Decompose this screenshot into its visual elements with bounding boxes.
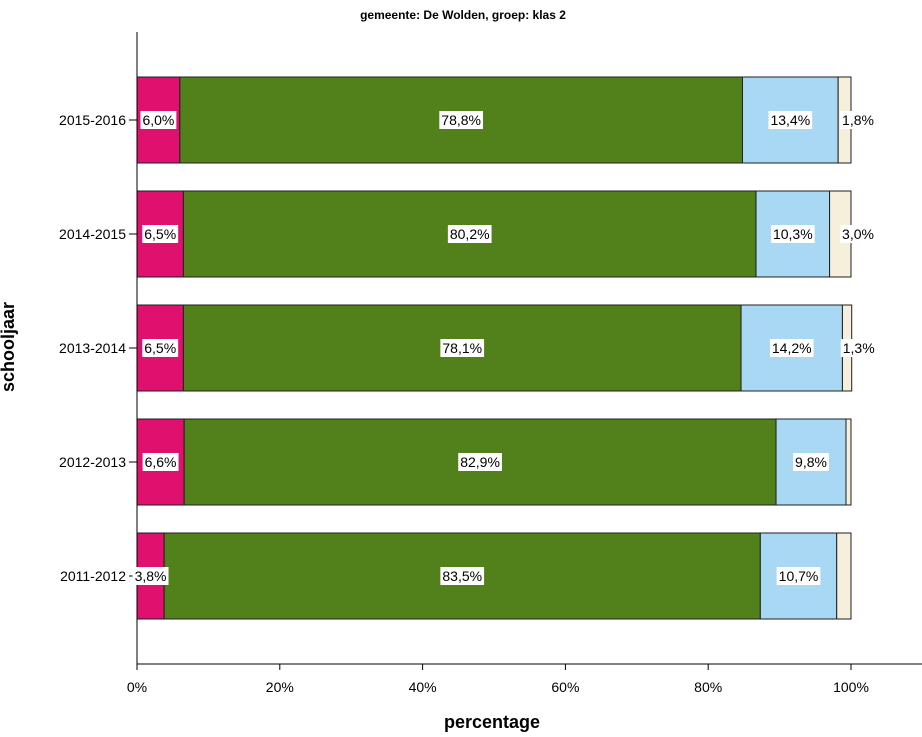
data-label-2013-2014-2: 14,2% — [769, 339, 814, 357]
data-label-2012-2013-0-text: 6,6% — [145, 454, 177, 470]
x-tick-label-20%: 20% — [266, 679, 294, 695]
data-label-2014-2015-2-bg — [770, 225, 815, 243]
data-label-2012-2013-1-text: 82,9% — [460, 454, 500, 470]
data-label-2013-2014-0-bg — [142, 339, 179, 357]
data-label-2011-2012-0: 3,8% — [132, 567, 169, 585]
data-label-2013-2014-1-text: 78,1% — [442, 340, 482, 356]
y-tick-label-2015-2016: 2015-2016 — [59, 112, 126, 128]
data-label-2014-2015-3-bg — [840, 225, 876, 243]
x-tick-label-40%: 40% — [409, 679, 437, 695]
bars-layer — [136, 76, 853, 620]
data-label-2011-2012-2-text: 10,7% — [779, 568, 819, 584]
data-label-2013-2014-3-bg — [840, 339, 877, 357]
data-label-2013-2014-3-text: 1,3% — [843, 340, 875, 356]
data-label-2014-2015-3-text: 3,0% — [842, 226, 874, 242]
chart-title: gemeente: De Wolden, groep: klas 2 — [360, 8, 566, 22]
data-label-2015-2016-0-text: 6,0% — [142, 112, 174, 128]
data-label-2014-2015-0: 6,5% — [142, 225, 179, 243]
x-tick-label-60%: 60% — [551, 679, 579, 695]
data-label-2012-2013-1: 82,9% — [458, 453, 502, 471]
data-label-2015-2016-2-text: 13,4% — [770, 112, 810, 128]
data-label-2011-2012-0-text: 3,8% — [135, 568, 167, 584]
data-label-2014-2015-2: 10,3% — [770, 225, 815, 243]
data-label-2014-2015-3: 3,0% — [840, 225, 876, 243]
data-label-2015-2016-2: 13,4% — [768, 111, 813, 129]
data-label-2015-2016-3-bg — [840, 111, 876, 129]
data-label-2011-2012-1-text: 83,5% — [442, 568, 482, 584]
bar-segment-2011-2012-3 — [836, 532, 852, 620]
data-label-2014-2015-1-bg — [447, 225, 492, 243]
data-label-2011-2012-1-bg — [440, 567, 485, 585]
data-label-2013-2014-2-text: 14,2% — [772, 340, 812, 356]
data-label-2015-2016-1-text: 78,8% — [441, 112, 481, 128]
data-label-2012-2013-2-text: 9,8% — [795, 454, 827, 470]
data-label-2015-2016-2-bg — [768, 111, 813, 129]
data-label-2013-2014-0: 6,5% — [142, 339, 179, 357]
data-label-2013-2014-3: 1,3% — [840, 339, 877, 357]
data-label-2015-2016-3: 1,8% — [840, 111, 876, 129]
data-label-2014-2015-1: 80,2% — [447, 225, 492, 243]
data-label-2012-2013-0-bg — [142, 453, 179, 471]
y-tick-label-2012-2013: 2012-2013 — [59, 454, 126, 470]
data-label-2015-2016-0: 6,0% — [140, 111, 177, 129]
data-label-2013-2014-0-text: 6,5% — [144, 340, 176, 356]
data-label-2013-2014-1-bg — [440, 339, 485, 357]
data-label-2015-2016-0-bg — [140, 111, 177, 129]
data-label-2011-2012-2-bg — [776, 567, 821, 585]
data-label-2011-2012-0-bg — [132, 567, 169, 585]
data-label-2011-2012-1: 83,5% — [440, 567, 485, 585]
x-axis-title: percentage — [444, 712, 540, 732]
data-label-2011-2012-2: 10,7% — [776, 567, 821, 585]
data-label-2012-2013-2-bg — [793, 453, 829, 471]
data-label-2014-2015-0-bg — [142, 225, 179, 243]
x-tick-label-100%: 100% — [833, 679, 869, 695]
labels-layer: 6,0% 78,8% 13,4% 1,8% 6,5% 80,2% 10,3% 3,0% 6,5%… — [132, 111, 877, 585]
y-tick-label-2014-2015: 2014-2015 — [59, 226, 126, 242]
x-tick-label-80%: 80% — [694, 679, 722, 695]
data-label-2015-2016-1-bg — [439, 111, 484, 129]
data-label-2014-2015-0-text: 6,5% — [144, 226, 176, 242]
data-label-2014-2015-1-text: 80,2% — [450, 226, 490, 242]
data-label-2015-2016-1: 78,8% — [439, 111, 484, 129]
y-tick-label-2011-2012: 2011-2012 — [60, 568, 126, 584]
data-label-2013-2014-2-bg — [769, 339, 814, 357]
x-tick-label-0%: 0% — [127, 679, 147, 695]
data-label-2014-2015-2-text: 10,3% — [773, 226, 813, 242]
data-label-2012-2013-2: 9,8% — [793, 453, 829, 471]
y-tick-label-2013-2014: 2013-2014 — [59, 340, 126, 356]
data-label-2012-2013-1-bg — [458, 453, 502, 471]
axes-layer: 2015-2016 2014-2015 2013-2014 2012-2013 2011… — [59, 32, 922, 695]
data-label-2012-2013-0: 6,6% — [142, 453, 179, 471]
data-label-2015-2016-3-text: 1,8% — [842, 112, 874, 128]
data-label-2013-2014-1: 78,1% — [440, 339, 485, 357]
bar-segment-2012-2013-3 — [845, 418, 852, 506]
y-axis-title: schooljaar — [0, 302, 18, 392]
